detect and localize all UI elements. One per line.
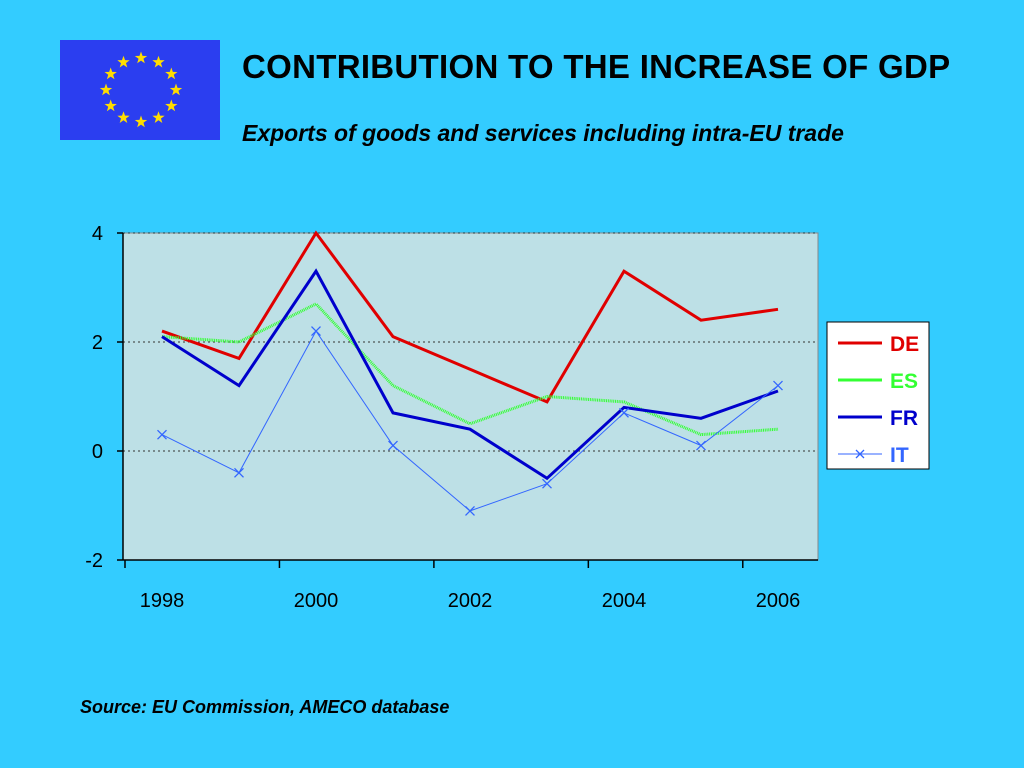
series-line-de: [161, 230, 779, 404]
legend-label-it: IT: [890, 444, 909, 467]
source-note: Source: EU Commission, AMECO database: [80, 697, 450, 717]
chart-legend: DE ES FR IT: [826, 321, 930, 470]
legend-label-fr: FR: [890, 407, 918, 430]
plot-area: [122, 232, 819, 561]
legend-box: [826, 321, 930, 470]
flag-star-icon: [152, 111, 165, 123]
flag-star-icon: [104, 67, 117, 80]
slide-subtitle: Exports of goods and services including …: [242, 120, 844, 146]
flag-star-icon: [152, 55, 165, 68]
flag-star-icon: [99, 83, 113, 96]
eu-flag-stars: [99, 51, 183, 128]
x-tick-label: 2004: [602, 590, 647, 612]
data-point-it: [157, 429, 167, 440]
flag-star-icon: [134, 115, 148, 128]
data-point-it: [388, 440, 398, 451]
data-point-it: [542, 478, 552, 489]
flag-star-icon: [165, 67, 178, 80]
eu-flag-icon: [60, 40, 220, 140]
flag-star-icon: [117, 111, 130, 123]
y-tick-label: 2: [92, 332, 103, 354]
legend-label-de: DE: [890, 333, 919, 356]
flag-star-icon: [117, 55, 130, 68]
x-tick-label: 2002: [448, 590, 493, 612]
x-tick-label: 2000: [294, 590, 339, 612]
x-tick-label: 1998: [140, 590, 185, 612]
data-point-it: [696, 440, 706, 451]
legend-label-es: ES: [890, 370, 918, 393]
data-point-it: [773, 380, 783, 391]
data-point-it: [234, 467, 244, 478]
flag-star-icon: [169, 83, 183, 96]
x-tick-label: 2006: [756, 590, 801, 612]
y-tick-label: -2: [85, 550, 103, 572]
legend-marker-icon: [855, 449, 865, 459]
y-tick-label: 0: [92, 441, 103, 463]
y-tick-label: 4: [92, 223, 103, 245]
flag-star-icon: [134, 51, 148, 64]
series-line-fr: [161, 268, 779, 481]
slide-title: CONTRIBUTION TO THE INCREASE OF GDP: [242, 48, 951, 85]
data-point-it: [311, 326, 321, 337]
line-chart: 4 2 0 -2 1998 2000 2002 2004 2006 DE ES FR IT: [85, 223, 930, 612]
data-point-it: [465, 505, 475, 516]
flag-star-icon: [165, 99, 178, 112]
data-point-it: [619, 407, 629, 418]
flag-star-icon: [104, 99, 117, 112]
